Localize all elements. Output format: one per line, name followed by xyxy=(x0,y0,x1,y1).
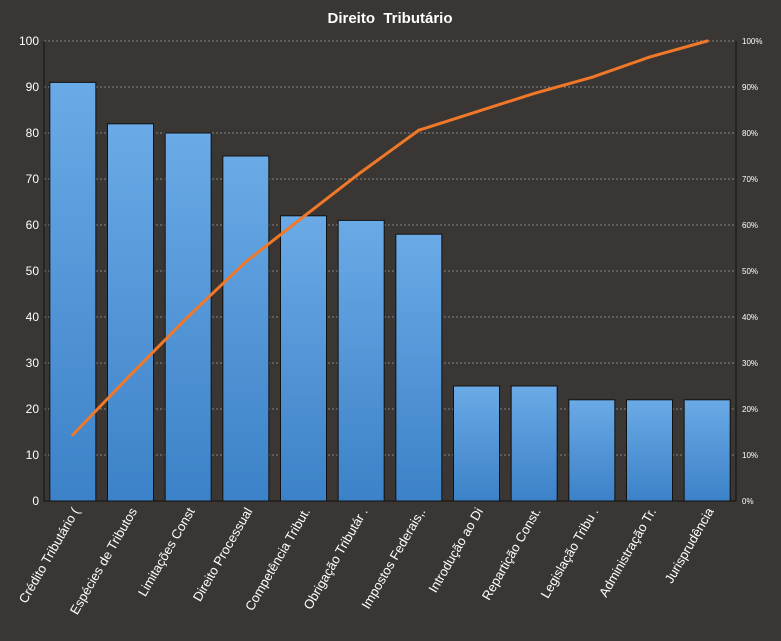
line-point xyxy=(532,91,536,95)
line-point xyxy=(129,373,132,377)
line-point xyxy=(705,39,709,43)
y-tick-label: 60 xyxy=(26,218,40,232)
x-tick-label: Introdução ao Di xyxy=(425,505,486,595)
bar xyxy=(222,155,270,502)
y2-tick-label: 40% xyxy=(742,313,758,322)
line-point xyxy=(302,215,305,219)
y2-tick-label: 90% xyxy=(742,83,758,92)
bar xyxy=(568,399,616,502)
x-tick-label: Impostos Federais,. xyxy=(358,505,428,611)
y-axis-labels: 0 10 20 30 40 50 60 70 80 90 100 xyxy=(19,34,39,508)
x-tick-label: Competência Tribut. xyxy=(242,505,313,613)
line-point xyxy=(71,433,75,437)
bar xyxy=(49,81,97,502)
y2-tick-label: 30% xyxy=(742,359,758,368)
x-tick-label: Espécies de Tributos xyxy=(67,505,141,617)
line-point xyxy=(590,75,594,79)
line-point xyxy=(244,260,248,264)
y-tick-label: 90 xyxy=(26,80,40,94)
y-tick-label: 40 xyxy=(26,310,40,324)
bar xyxy=(107,123,154,502)
line-point xyxy=(417,128,421,132)
y-tick-label: 70 xyxy=(26,172,40,186)
y-tick-label: 30 xyxy=(26,356,40,370)
y-tick-label: 80 xyxy=(26,126,40,140)
x-tick-label: Crédito Tributário ( xyxy=(16,504,83,605)
y-tick-label: 0 xyxy=(32,494,39,508)
cumulative-percent-line xyxy=(71,39,709,437)
bar xyxy=(626,399,673,502)
x-axis-labels: Crédito Tributário (Espécies de Tributos… xyxy=(16,504,718,617)
y2-tick-label: 60% xyxy=(742,221,758,230)
bar xyxy=(337,219,385,502)
chart-title: Direito Tributário xyxy=(327,10,452,27)
x-tick-label: Jurisprudência xyxy=(662,504,718,585)
bar xyxy=(510,385,558,502)
y2-tick-label: 0% xyxy=(742,497,754,506)
y-tick-label: 20 xyxy=(26,402,40,416)
y2-tick-label: 10% xyxy=(742,451,758,460)
y-tick-label: 10 xyxy=(26,448,40,462)
gridlines xyxy=(44,40,736,456)
x-tick-label: Limitações Const xyxy=(135,505,198,599)
y2-tick-label: 80% xyxy=(742,129,758,138)
bars xyxy=(49,81,731,502)
cumulative-line xyxy=(71,39,709,437)
x-tick-label: Repartição Const. xyxy=(479,505,544,603)
y2-tick-label: 20% xyxy=(742,405,758,414)
line-point xyxy=(359,170,363,174)
x-tick-label: Direito Processual xyxy=(190,505,256,604)
y2-tick-label: 100% xyxy=(742,37,762,46)
y-tick-label: 100 xyxy=(19,34,39,48)
x-tick-label: Obrigação Tributár . xyxy=(300,505,370,612)
y2-tick-label: 70% xyxy=(742,175,758,184)
axes xyxy=(43,41,737,502)
x-tick-label: Legislação Tribu . xyxy=(537,505,601,601)
bar xyxy=(395,233,443,502)
y-tick-label: 50 xyxy=(26,264,40,278)
bar xyxy=(683,399,731,502)
line-point xyxy=(648,55,651,59)
y2-tick-label: 50% xyxy=(742,267,758,276)
bar xyxy=(453,385,500,502)
line-point xyxy=(475,110,478,114)
bar xyxy=(280,215,327,502)
line-point xyxy=(186,315,190,319)
y2-axis-labels: 0% 10% 20% 30% 40% 50% 60% 70% 80% 90% 100% xyxy=(742,37,762,506)
x-tick-label: Administração Tr. xyxy=(596,505,659,599)
